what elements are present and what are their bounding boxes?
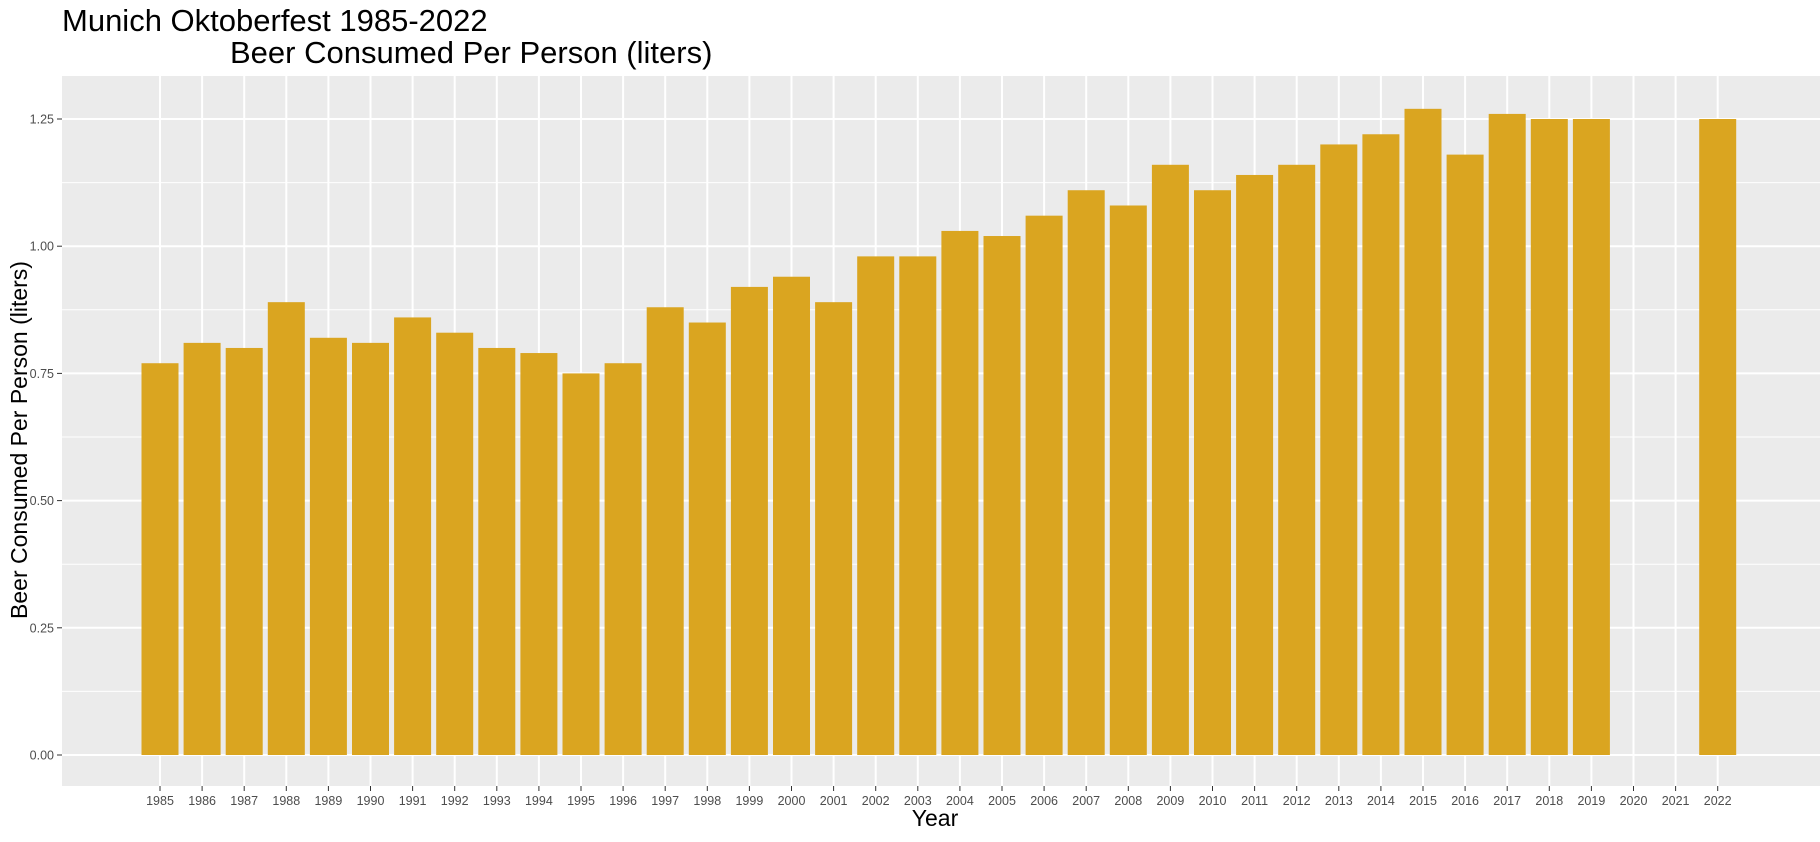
x-tick-label: 2018 (1535, 794, 1563, 808)
bar-2018 (1530, 119, 1568, 755)
x-tick-label: 2008 (1114, 794, 1142, 808)
x-tick-label: 2005 (988, 794, 1016, 808)
x-tick-label: 1991 (399, 794, 427, 808)
bar-2010 (1194, 190, 1231, 755)
bar-1991 (394, 317, 432, 755)
x-tick-label: 1985 (146, 794, 174, 808)
x-tick-label: 2009 (1156, 794, 1184, 808)
x-tick-label: 2013 (1325, 794, 1353, 808)
bar-2014 (1362, 134, 1400, 755)
bar-2019 (1572, 119, 1610, 755)
x-tick-label: 1995 (567, 794, 595, 808)
bar-1995 (562, 373, 600, 755)
y-axis: 0.00 0.25 0.50 0.75 1.00 1.25 (30, 113, 62, 763)
y-axis-title: Beer Consumed Per Person (liters) (6, 261, 32, 619)
bar-2009 (1151, 164, 1189, 756)
bar-2001 (815, 302, 853, 755)
y-tick-label: 1.00 (30, 240, 54, 254)
bar-2017 (1488, 113, 1526, 756)
x-tick-label: 1990 (357, 794, 385, 808)
x-tick-label: 1997 (651, 794, 679, 808)
bar-1988 (267, 302, 305, 755)
x-tick-label: 2014 (1367, 794, 1395, 808)
bar-2011 (1236, 174, 1274, 755)
chart-subtitle: Beer Consumed Per Person (liters) (230, 35, 712, 70)
bar-2002 (857, 256, 895, 755)
x-tick-label: 2022 (1704, 794, 1732, 808)
x-tick-label: 2015 (1409, 794, 1437, 808)
bar-2005 (983, 236, 1021, 756)
bar-2015 (1404, 108, 1442, 756)
x-tick-label: 1999 (735, 794, 763, 808)
x-tick-label: 2021 (1662, 794, 1690, 808)
x-tick-label: 2003 (904, 794, 932, 808)
x-tick-label: 2020 (1620, 794, 1648, 808)
bar-2004 (941, 230, 979, 755)
x-axis-title: Year (912, 805, 959, 831)
bar-1997 (646, 307, 684, 755)
bar-1996 (604, 363, 642, 755)
bar-1998 (688, 322, 726, 755)
x-tick-label: 1993 (483, 794, 511, 808)
x-tick-label: 1998 (693, 794, 721, 808)
bar-1993 (478, 347, 516, 755)
bar-2003 (899, 256, 937, 755)
bar-1987 (225, 347, 263, 755)
x-tick-label: 2006 (1030, 794, 1058, 808)
bar-2012 (1278, 164, 1316, 756)
bar-2006 (1025, 215, 1063, 755)
x-tick-label: 2012 (1283, 794, 1311, 808)
y-tick-label: 1.25 (30, 113, 54, 127)
x-tick-label: 2002 (862, 794, 890, 808)
chart-title: Munich Oktoberfest 1985-2022 (62, 3, 488, 38)
bar-2022 (1699, 119, 1737, 755)
bar-layer (141, 108, 1737, 756)
y-tick-label: 0.75 (30, 367, 54, 381)
x-tick-label: 2010 (1199, 794, 1227, 808)
bar-1999 (730, 286, 768, 755)
x-tick-label: 2019 (1577, 794, 1605, 808)
y-tick-label: 0.00 (30, 749, 54, 763)
x-tick-label: 2016 (1451, 794, 1479, 808)
bar-1989 (309, 337, 347, 755)
x-tick-label: 2004 (946, 794, 974, 808)
x-tick-label: 1986 (188, 794, 216, 808)
bar-1986 (183, 342, 221, 755)
bar-1990 (352, 342, 389, 755)
bar-2007 (1067, 190, 1105, 755)
bar-1992 (436, 332, 474, 755)
x-tick-label: 2001 (820, 794, 848, 808)
x-tick-label: 2007 (1072, 794, 1100, 808)
y-tick-label: 0.50 (30, 494, 54, 508)
x-tick-label: 2017 (1493, 794, 1521, 808)
x-axis: 1985 1986 1987 1988 1989 1990 1991 1992 1993 1994… (146, 786, 1732, 808)
bar-1994 (520, 353, 558, 755)
bar-2013 (1320, 144, 1358, 755)
bar-1985 (141, 363, 179, 755)
bar-2016 (1446, 154, 1484, 756)
y-tick-label: 0.25 (30, 621, 54, 635)
x-tick-label: 1996 (609, 794, 637, 808)
x-tick-label: 1988 (272, 794, 300, 808)
x-tick-label: 1989 (314, 794, 342, 808)
x-tick-label: 2000 (778, 794, 806, 808)
bar-2008 (1109, 205, 1147, 756)
x-tick-label: 1987 (230, 794, 258, 808)
bar-2000 (773, 276, 810, 755)
x-tick-label: 2011 (1241, 794, 1268, 808)
x-tick-label: 1994 (525, 794, 553, 808)
x-tick-label: 1992 (441, 794, 469, 808)
